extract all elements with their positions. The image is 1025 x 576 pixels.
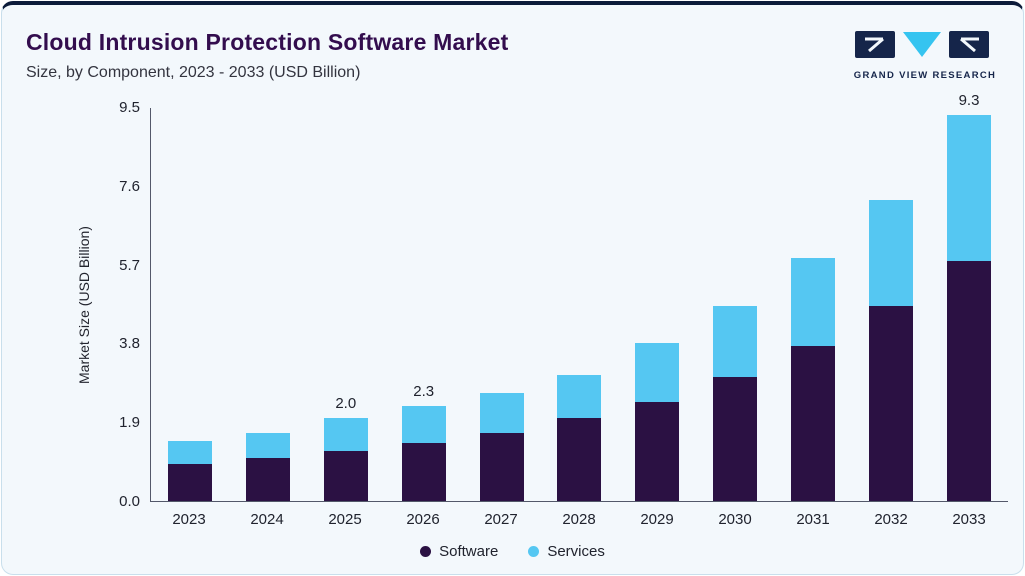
logo-wordmark: GRAND VIEW RESEARCH (853, 70, 997, 81)
legend-item-services: Services (528, 543, 605, 560)
legend-label: Software (439, 543, 499, 560)
chart-header: Cloud Intrusion Protection Software Mark… (26, 29, 999, 82)
bar-segment-software (869, 306, 914, 501)
y-tick-label: 7.6 (119, 177, 140, 195)
bar-column (463, 393, 541, 501)
legend-dot (528, 546, 540, 557)
bar-segment-services (557, 374, 602, 419)
bar-column: 2.3 (385, 383, 463, 501)
bar-segment-services (323, 418, 368, 452)
stacked-bar (791, 258, 836, 501)
bar-column (618, 343, 696, 501)
x-tick-label: 2025 (328, 511, 362, 528)
stacked-bar (869, 200, 914, 501)
x-axis-labels: 2023 2024 2025 2026 2027 2028 2029 2030 2031 2032… (150, 511, 1008, 528)
bar-segment-services (947, 115, 992, 261)
x-tick-label: 2027 (484, 511, 518, 528)
bar-segment-software (245, 457, 290, 501)
grand-view-research-logo: GRAND VIEW RESEARCH (851, 31, 999, 81)
bar-total-label: 2.3 (413, 382, 435, 400)
bar-segment-services (401, 405, 446, 443)
bar-column (852, 200, 930, 501)
bar-segment-services (635, 343, 680, 402)
bar-segment-services (245, 432, 290, 458)
bar-segment-software (479, 432, 524, 501)
legend-label: Services (547, 543, 605, 560)
x-tick-label: 2031 (796, 511, 830, 528)
bar-segment-services (713, 306, 758, 377)
bar-segment-software (323, 451, 368, 501)
plot-area: 2.0 2.3 9.3 (150, 92, 1008, 502)
bar-total-label: 2.0 (335, 395, 357, 413)
bar-segment-software (713, 376, 758, 501)
x-tick-label: 2029 (640, 511, 674, 528)
x-tick-label: 2032 (874, 511, 908, 528)
chart-title: Cloud Intrusion Protection Software Mark… (26, 29, 509, 55)
bar-column: 9.3 (930, 92, 1008, 501)
y-axis-ticks: 9.5 7.6 5.7 3.8 1.9 0.0 (98, 99, 140, 510)
stacked-bar (479, 393, 524, 501)
x-tick-label: 2033 (952, 511, 986, 528)
bar-column (151, 440, 229, 501)
stacked-bar (947, 115, 992, 501)
x-tick-label: 2023 (172, 511, 206, 528)
x-tick-label: 2024 (250, 511, 284, 528)
bar-total-label: 9.3 (958, 92, 980, 110)
bar-column: 2.0 (307, 395, 385, 501)
stacked-bar (713, 306, 758, 501)
x-tick-label: 2030 (718, 511, 752, 528)
y-tick-label: 3.8 (119, 335, 140, 353)
stacked-bar (323, 418, 368, 501)
stacked-bar (167, 440, 212, 501)
bar-segment-services (869, 200, 914, 307)
bar-segment-software (635, 401, 680, 501)
bar-column (541, 374, 619, 501)
stacked-bar (635, 343, 680, 501)
stacked-bar (401, 405, 446, 501)
legend-dot (420, 546, 432, 557)
bar-column (696, 306, 774, 501)
bar-segment-software (401, 442, 446, 501)
y-tick-label: 9.5 (119, 99, 140, 116)
y-tick-label: 0.0 (119, 493, 140, 510)
bar-segment-services (479, 393, 524, 433)
y-axis-title: Market Size (USD Billion) (76, 226, 92, 384)
logo-icon (855, 31, 989, 58)
stacked-bar (245, 432, 290, 501)
y-tick-label: 5.7 (119, 256, 140, 274)
bar-column (229, 432, 307, 501)
legend-item-software: Software (420, 543, 498, 560)
bar-segment-software (791, 345, 836, 501)
bar-segment-software (947, 260, 992, 501)
x-tick-label: 2028 (562, 511, 596, 528)
bar-segment-software (167, 463, 212, 501)
y-tick-label: 1.9 (119, 414, 140, 432)
bar-segment-services (167, 440, 212, 464)
bar-column (774, 258, 852, 501)
x-tick-label: 2026 (406, 511, 440, 528)
bar-segment-software (557, 418, 602, 501)
stacked-bar (557, 374, 602, 501)
chart-subtitle: Size, by Component, 2023 - 2033 (USD Bil… (26, 64, 361, 81)
bar-segment-services (791, 258, 836, 346)
legend: Software Services (2, 543, 1023, 560)
